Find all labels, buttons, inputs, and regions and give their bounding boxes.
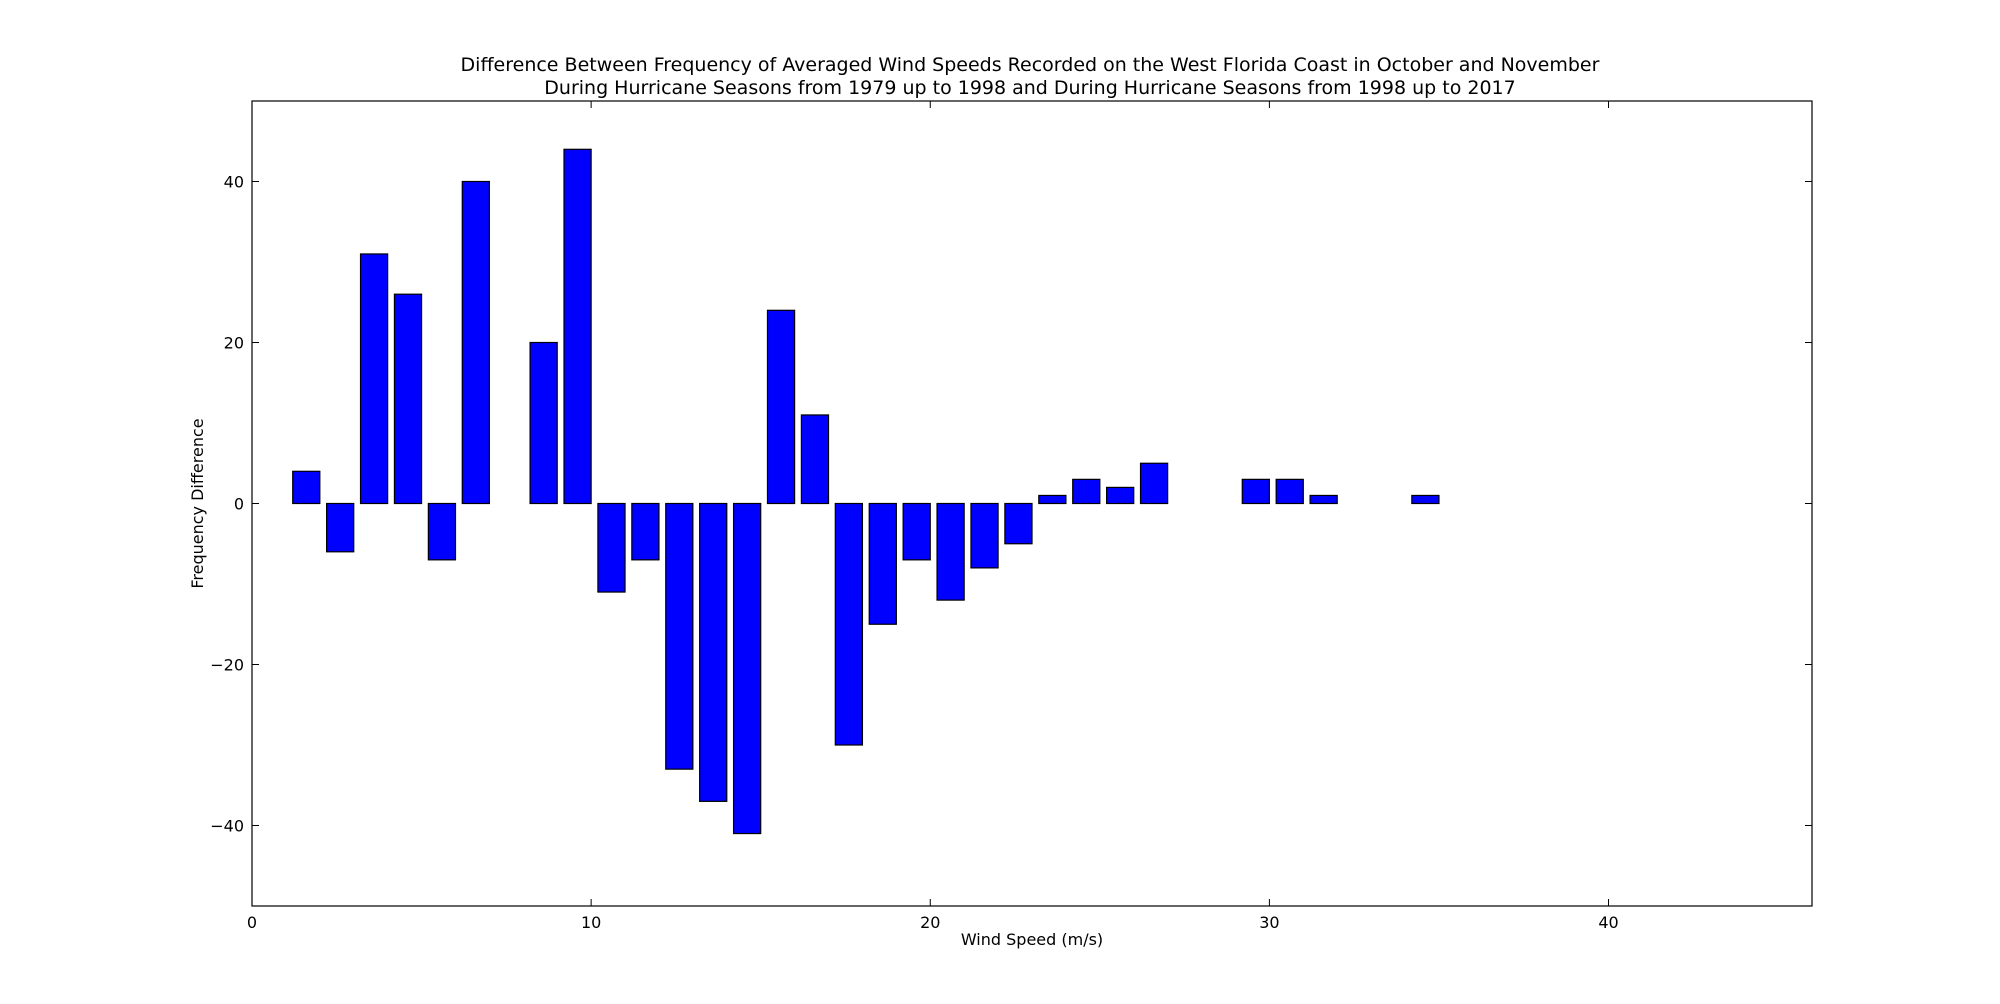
bar-26 [1139,462,1169,505]
bar-19 [902,502,931,561]
y-tick-label-3: 20 [224,334,244,353]
x-tick-label-0: 0 [247,913,257,932]
bar-4 [393,293,423,505]
y-tick-label-1: −20 [210,656,244,675]
bar-2 [326,502,355,553]
ticks-group: 0 10 20 30 40 −40 −20 0 20 40 [210,101,1812,932]
bar-1 [292,470,321,505]
x-tick-label-20: 20 [920,913,940,932]
bar-22 [1004,502,1033,545]
y-tick-label-2: 0 [234,495,244,514]
chart-title-line-1: Difference Between Frequency of Averaged… [461,54,1600,76]
bar-8 [529,341,558,505]
bar-34 [1411,494,1440,505]
bar-15 [766,309,796,505]
bars-group [292,148,1440,835]
bar-10 [597,502,626,593]
x-tick-label-40: 40 [1598,913,1618,932]
bar-6 [461,180,490,505]
bar-29 [1241,478,1270,505]
bar-31 [1309,494,1338,505]
bar-25 [1106,486,1135,505]
bar-3 [359,253,389,505]
y-tick-label-0: −40 [210,817,244,836]
bar-16 [800,414,830,505]
x-axis-label: Wind Speed (m/s) [961,930,1103,949]
bar-23 [1038,494,1067,505]
x-tick-label-10: 10 [581,913,601,932]
bar-18 [868,502,897,625]
x-tick-label-30: 30 [1259,913,1279,932]
bar-21 [970,502,999,569]
bar-17 [834,502,864,746]
bar-30 [1275,478,1304,505]
bar-13 [699,502,728,802]
bar-14 [732,502,762,835]
y-tick-label-4: 40 [224,173,244,192]
bar-12 [665,502,694,770]
y-axis-label: Frequency Difference [188,418,207,588]
bar-9 [563,148,592,505]
plot-frame [251,100,1813,907]
bar-20 [936,502,965,601]
bar-24 [1072,478,1101,505]
bar-11 [631,502,660,561]
chart-title-line-2: During Hurricane Seasons from 1979 up to… [544,77,1515,99]
bar-5 [427,502,457,561]
